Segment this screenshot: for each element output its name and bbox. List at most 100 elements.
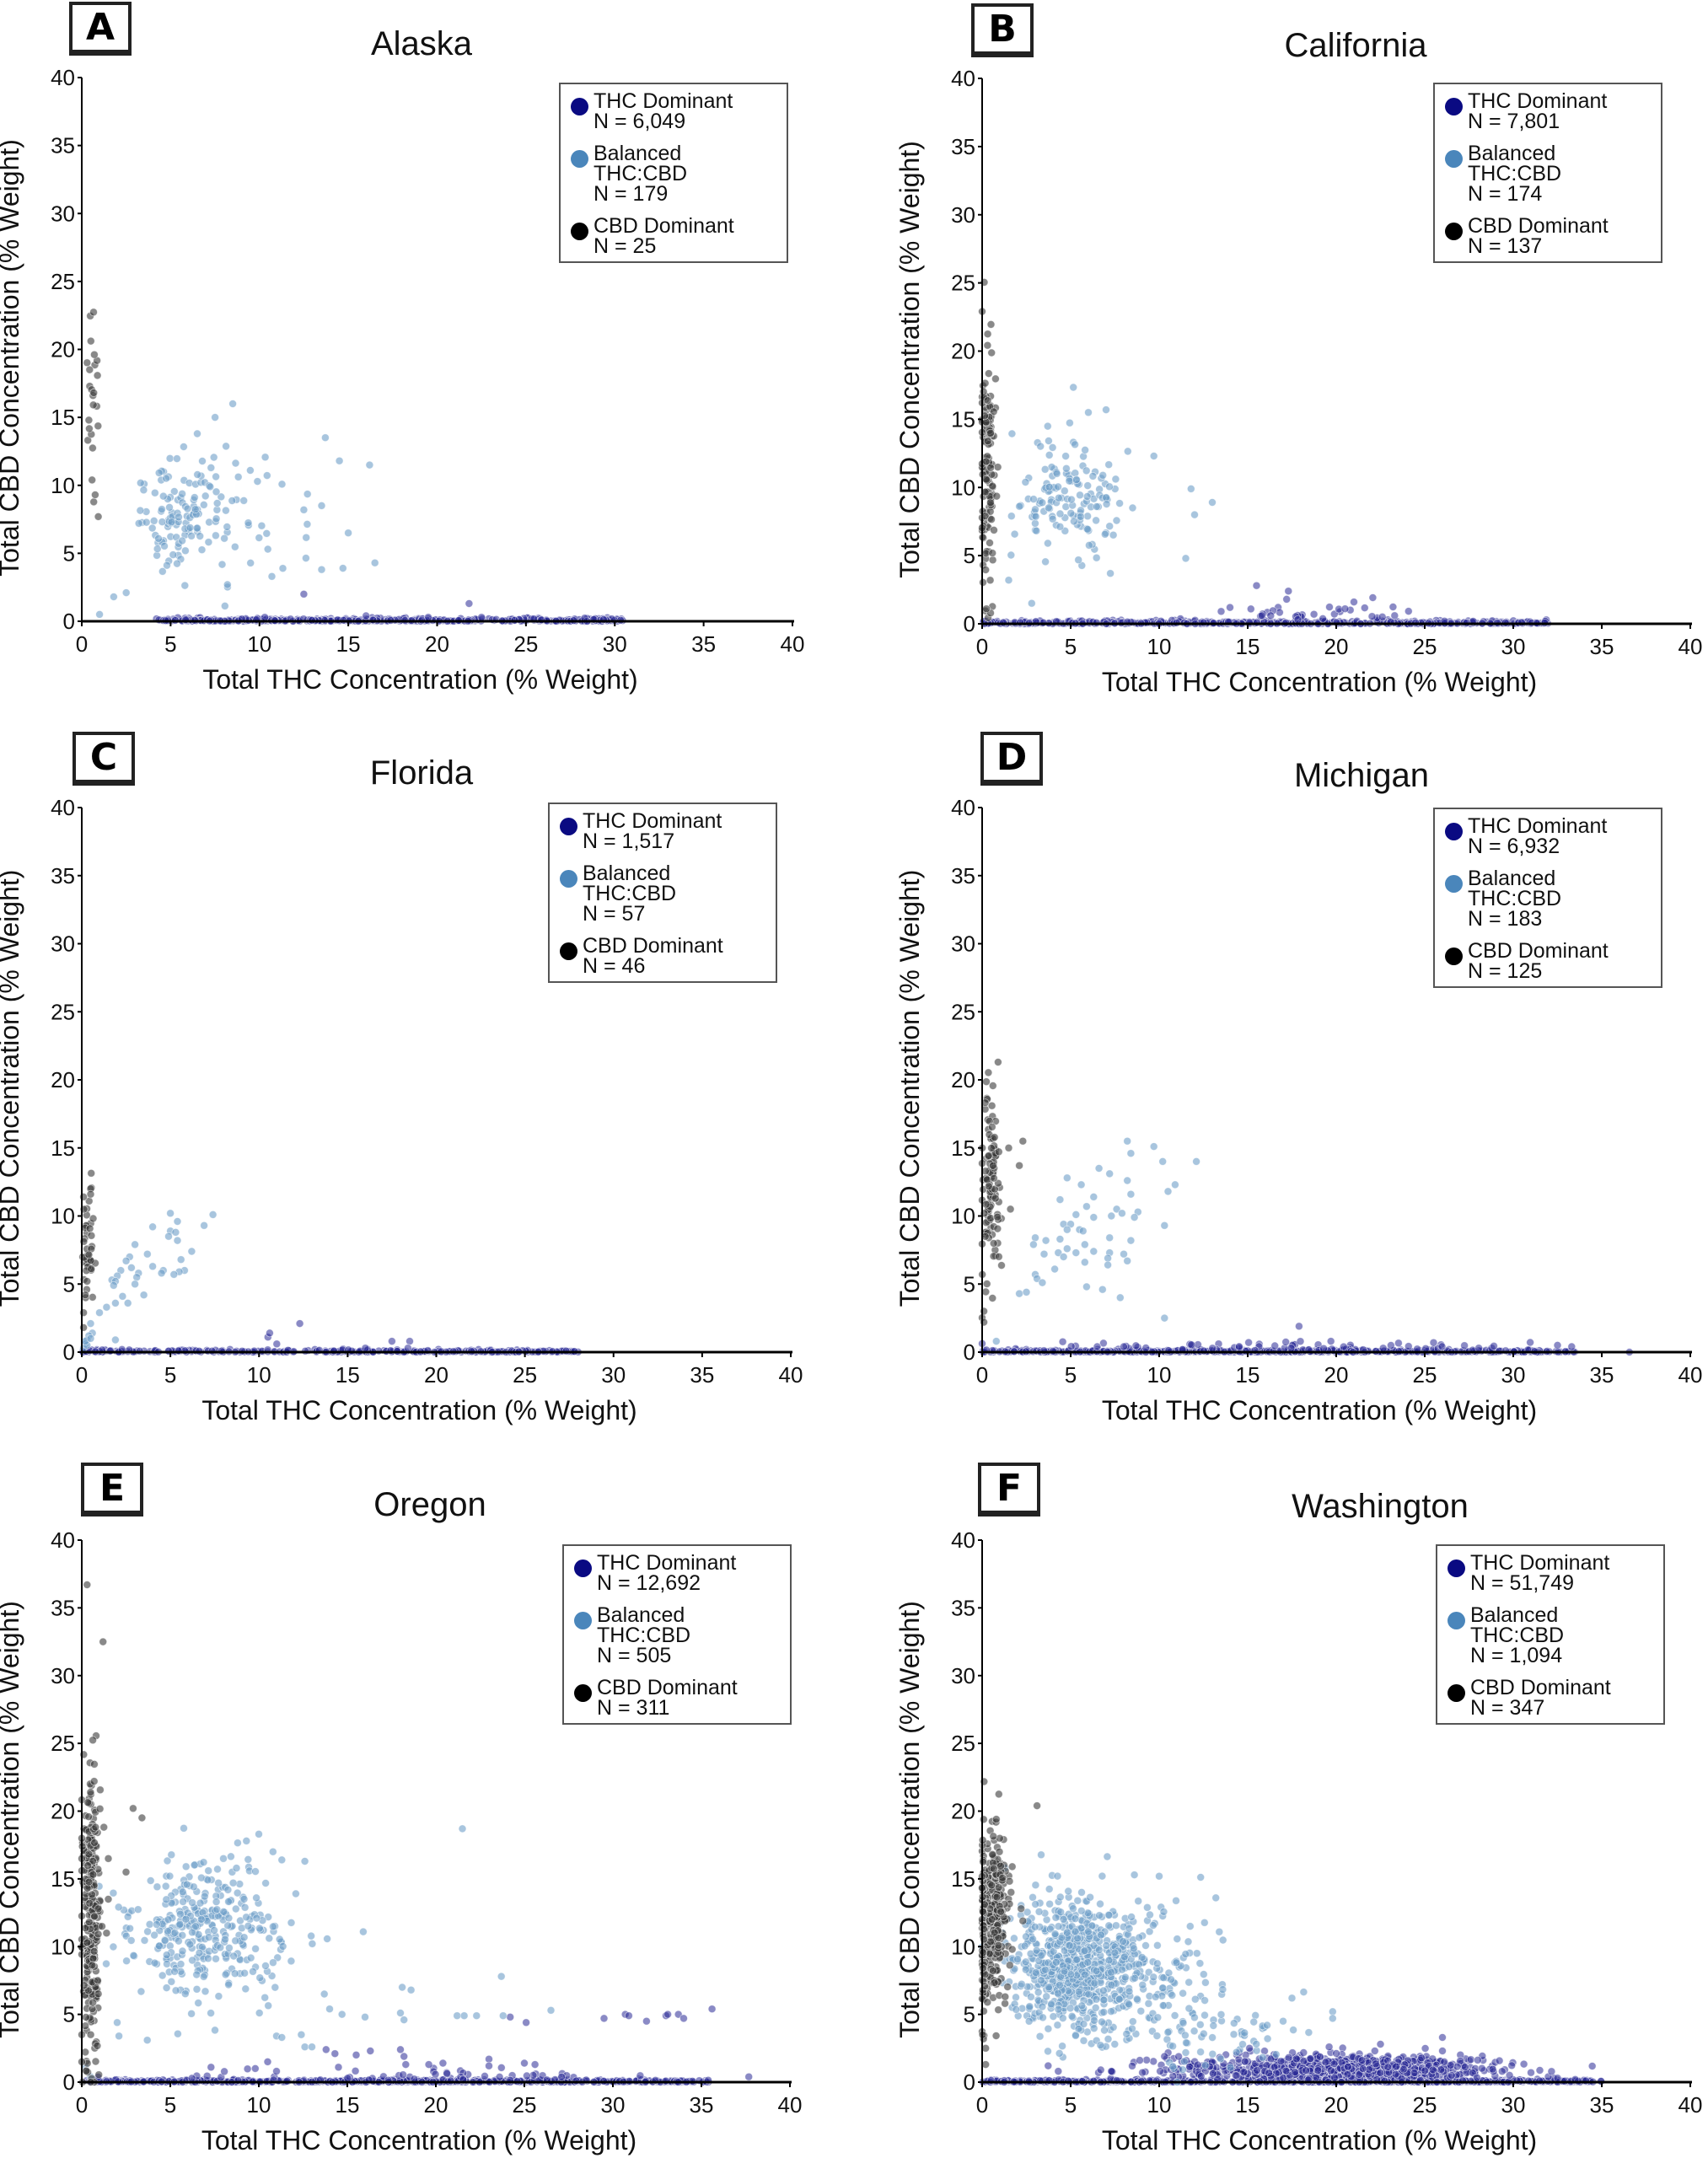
data-point — [255, 1829, 263, 1839]
data-point — [302, 533, 311, 542]
data-point — [1100, 529, 1109, 539]
data-point — [228, 400, 238, 408]
data-point — [1055, 493, 1063, 502]
data-point — [1048, 443, 1057, 452]
data-point — [1296, 1337, 1305, 1346]
data-point — [368, 615, 378, 625]
data-point — [89, 308, 98, 317]
data-point — [193, 523, 201, 533]
x-axis-label: Total THC Concentration (% Weight) — [201, 2125, 636, 2155]
data-point — [987, 1144, 996, 1152]
data-point — [239, 497, 249, 505]
data-point — [1044, 2061, 1053, 2070]
y-tick-label: 25 — [951, 999, 975, 1024]
y-axis-label: Total CBD Concentration (% Weight) — [0, 1601, 24, 2038]
data-point — [185, 1940, 195, 1949]
data-point — [323, 1935, 332, 1943]
data-point — [1190, 510, 1199, 519]
data-point — [1582, 2076, 1590, 2086]
data-point — [277, 2033, 287, 2042]
data-point — [113, 2018, 121, 2027]
data-point — [272, 2067, 281, 2076]
data-point — [982, 1280, 991, 1288]
data-point — [1043, 421, 1052, 431]
data-point — [81, 1291, 90, 1300]
data-point — [178, 1946, 187, 1956]
data-point — [174, 1346, 183, 1355]
data-point — [1048, 514, 1057, 523]
data-point — [89, 1998, 98, 2007]
x-tick-label: 15 — [336, 1362, 360, 1388]
data-point — [994, 1147, 1003, 1157]
x-tick-label: 0 — [976, 1362, 988, 1388]
data-point — [199, 501, 208, 509]
data-point — [212, 472, 221, 481]
data-point — [981, 1287, 991, 1296]
data-point — [90, 350, 99, 359]
y-tick-label: 35 — [51, 1595, 75, 1620]
data-point — [240, 1968, 250, 1978]
x-tick-label: 35 — [690, 1362, 714, 1388]
x-tick-label: 5 — [1065, 634, 1077, 659]
points-layer — [83, 308, 627, 625]
data-point — [1094, 1164, 1104, 1173]
data-point — [150, 1958, 159, 1967]
data-point — [173, 1217, 182, 1226]
y-axis-label: Total CBD Concentration (% Weight) — [894, 870, 925, 1307]
data-point — [1085, 541, 1093, 550]
data-point — [220, 2067, 229, 2076]
x-tick-label: 40 — [1678, 1362, 1703, 1388]
data-point — [208, 1211, 218, 1219]
data-point — [83, 1581, 92, 1589]
data-point — [104, 1895, 113, 1903]
data-point — [481, 2071, 489, 2080]
data-point — [172, 454, 181, 463]
data-point — [224, 1897, 233, 1906]
x-tick-label: 40 — [779, 1362, 803, 1388]
data-point — [343, 2074, 352, 2083]
data-point — [291, 1889, 300, 1898]
data-point — [207, 464, 216, 472]
data-point — [158, 567, 167, 576]
x-tick-label: 30 — [603, 631, 627, 657]
y-tick-label: 5 — [63, 2002, 75, 2027]
data-point — [267, 572, 277, 581]
data-point — [261, 1962, 270, 1970]
data-point — [398, 1983, 407, 1992]
data-point — [1077, 513, 1085, 521]
x-tick-label: 0 — [76, 1362, 88, 1388]
data-point — [330, 2049, 340, 2059]
series-thc_dominant — [979, 581, 1552, 628]
data-point — [989, 1239, 998, 1248]
data-point — [1553, 1341, 1562, 1350]
data-point — [1039, 1249, 1049, 1259]
data-point — [1089, 1213, 1098, 1221]
data-point — [625, 2011, 633, 2021]
data-point — [497, 1972, 506, 1981]
x-tick-label: 20 — [425, 631, 449, 657]
data-point — [299, 589, 309, 599]
data-point — [1252, 581, 1261, 590]
data-point — [1029, 495, 1038, 503]
data-point — [1045, 451, 1054, 459]
data-point — [983, 437, 992, 446]
data-point — [1276, 608, 1284, 617]
data-point — [87, 1168, 96, 1178]
data-point — [268, 1847, 277, 1856]
x-tick-label: 5 — [1065, 1362, 1077, 1388]
data-point — [1007, 429, 1017, 438]
data-point — [1010, 529, 1019, 539]
data-point — [991, 1194, 1000, 1203]
series-balanced — [79, 1209, 218, 1353]
data-point — [175, 1919, 185, 1929]
data-point — [992, 491, 1002, 501]
data-point — [187, 531, 196, 540]
y-tick-label: 0 — [63, 1339, 75, 1365]
x-tick-label: 15 — [1236, 1362, 1260, 1388]
data-point — [424, 613, 432, 622]
data-point — [99, 1637, 108, 1646]
data-point — [179, 1898, 188, 1906]
points-layer — [978, 1058, 1634, 1356]
data-point — [1339, 1342, 1348, 1351]
